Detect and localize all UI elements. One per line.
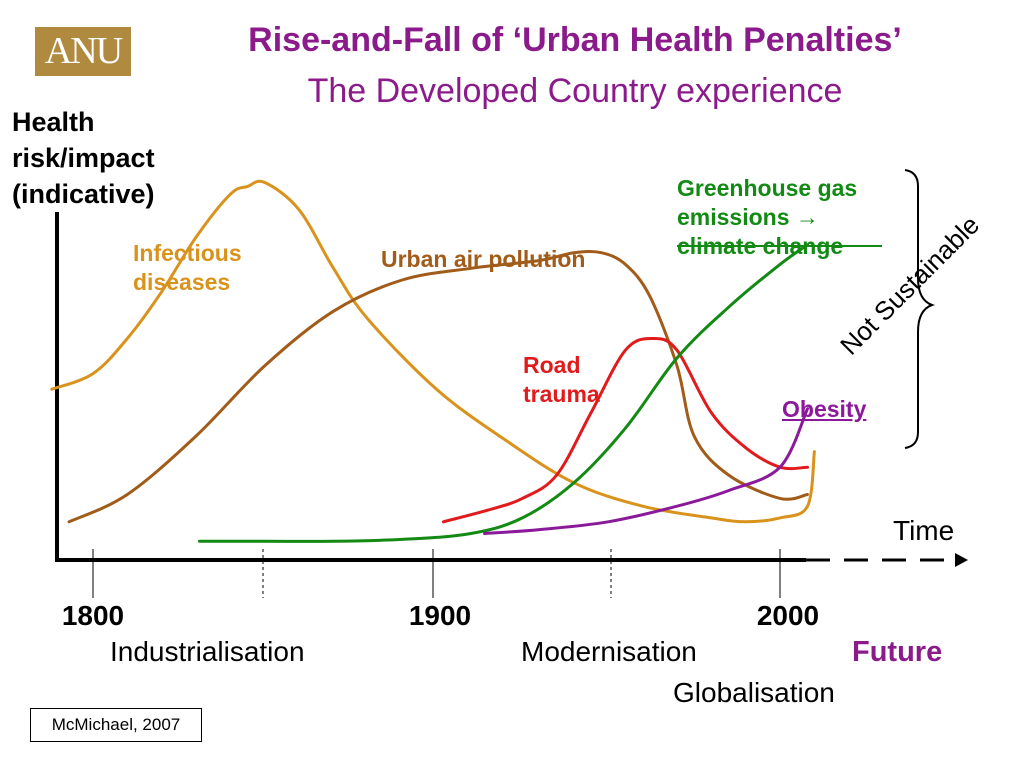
- greenhouse-underline: [677, 245, 882, 247]
- era-modernisation: Modernisation: [521, 636, 697, 667]
- citation-box: McMichael, 2007: [30, 708, 202, 742]
- tick-label-1800: 1800: [61, 600, 125, 631]
- series-line-greenhouse-gas: [198, 243, 809, 543]
- slide-title: Rise-and-Fall of ‘Urban Health Penalties…: [248, 21, 902, 59]
- x-axis-label: Time: [893, 515, 955, 546]
- future-label: Future: [852, 636, 943, 668]
- slide-subtitle: The Developed Country experience: [307, 72, 843, 110]
- label-greenhouse-gas: Greenhouse gas emissions → climate chang…: [677, 175, 858, 259]
- anu-logo: ANU: [35, 27, 131, 76]
- y-axis-label: Health risk/impact (indicative): [12, 107, 155, 209]
- label-obesity: Obesity: [782, 396, 867, 422]
- series-line-infectious-diseases: [50, 179, 816, 524]
- x-axis-arrow-icon: [955, 553, 968, 567]
- label-road-trauma: Road trauma: [523, 352, 600, 407]
- label-infectious-diseases: Infectious diseases: [133, 240, 242, 295]
- series-group: [50, 179, 816, 543]
- series-line-urban-air-pollution: [67, 249, 809, 524]
- era-globalisation: Globalisation: [673, 677, 835, 708]
- curly-brace-icon: [904, 169, 935, 449]
- tick-label-2000: 2000: [756, 600, 820, 631]
- era-industrialisation: Industrialisation: [110, 636, 305, 667]
- tick-label-1900: 1900: [408, 600, 472, 631]
- series-line-road-trauma: [441, 336, 809, 524]
- label-urban-air-pollution: Urban air pollution: [381, 246, 586, 272]
- series-line-obesity: [483, 407, 809, 535]
